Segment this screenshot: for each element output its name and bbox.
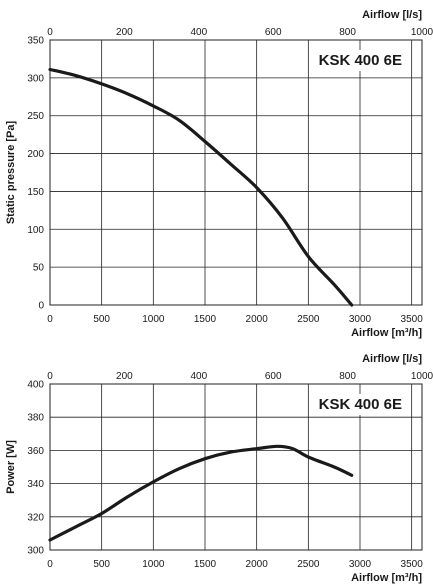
model-label-background xyxy=(314,394,406,415)
pressure-curve xyxy=(48,67,354,307)
model-label-background xyxy=(314,50,406,71)
y-axis-title: Power [W] xyxy=(5,440,17,494)
x-top-tick-label: 600 xyxy=(265,27,282,38)
x-tick-label: 2000 xyxy=(246,314,269,325)
y-tick-label: 0 xyxy=(38,301,44,312)
x-axis-title-bottom: Airflow [m³/h] xyxy=(351,572,422,584)
x-axis-title-top: Airflow [l/s] xyxy=(362,353,422,365)
x-top-tick-label: 400 xyxy=(190,371,207,382)
x-tick-label: 2500 xyxy=(297,559,320,570)
y-tick-label: 300 xyxy=(27,73,44,84)
y-tick-label: 200 xyxy=(27,149,44,160)
y-tick-label: 400 xyxy=(27,380,44,391)
x-tick-label: 1000 xyxy=(142,559,165,570)
x-tick-label: 1000 xyxy=(142,314,165,325)
x-top-tick-label: 800 xyxy=(339,371,356,382)
y-axis-title: Static pressure [Pa] xyxy=(5,121,17,225)
power-curve xyxy=(48,444,354,542)
x-top-tick-label: 800 xyxy=(339,27,356,38)
model-label: KSK 400 6E xyxy=(319,396,402,413)
y-tick-label: 340 xyxy=(27,479,44,490)
x-top-tick-label: 600 xyxy=(265,371,282,382)
x-tick-label: 3000 xyxy=(349,314,372,325)
x-tick-label: 0 xyxy=(47,559,53,570)
plot-frame xyxy=(49,39,423,306)
y-tick-label: 50 xyxy=(33,263,45,274)
x-tick-label: 3500 xyxy=(401,314,424,325)
x-axis-title-bottom: Airflow [m³/h] xyxy=(351,327,422,339)
y-tick-label: 250 xyxy=(27,111,44,122)
x-tick-label: 3000 xyxy=(349,559,372,570)
model-label: KSK 400 6E xyxy=(319,52,402,69)
x-tick-label: 2000 xyxy=(246,559,269,570)
x-top-tick-label: 1000 xyxy=(411,371,433,382)
y-tick-label: 150 xyxy=(27,187,44,198)
y-tick-label: 320 xyxy=(27,512,44,523)
x-top-tick-label: 400 xyxy=(190,27,207,38)
x-top-tick-label: 0 xyxy=(47,371,53,382)
y-tick-label: 100 xyxy=(27,225,44,236)
x-axis-title-top: Airflow [l/s] xyxy=(362,9,422,21)
y-tick-label: 300 xyxy=(27,546,44,557)
x-tick-label: 1500 xyxy=(194,559,217,570)
x-tick-label: 1500 xyxy=(194,314,217,325)
x-tick-label: 500 xyxy=(93,314,110,325)
x-top-tick-label: 1000 xyxy=(411,27,433,38)
x-tick-label: 0 xyxy=(47,314,53,325)
x-top-tick-label: 200 xyxy=(116,371,133,382)
x-tick-label: 2500 xyxy=(297,314,320,325)
y-tick-label: 350 xyxy=(27,36,44,47)
plot-frame xyxy=(49,383,423,551)
x-tick-label: 3500 xyxy=(401,559,424,570)
x-tick-label: 500 xyxy=(93,559,110,570)
x-top-tick-label: 200 xyxy=(116,27,133,38)
y-tick-label: 380 xyxy=(27,413,44,424)
y-tick-label: 360 xyxy=(27,446,44,457)
x-top-tick-label: 0 xyxy=(47,27,53,38)
